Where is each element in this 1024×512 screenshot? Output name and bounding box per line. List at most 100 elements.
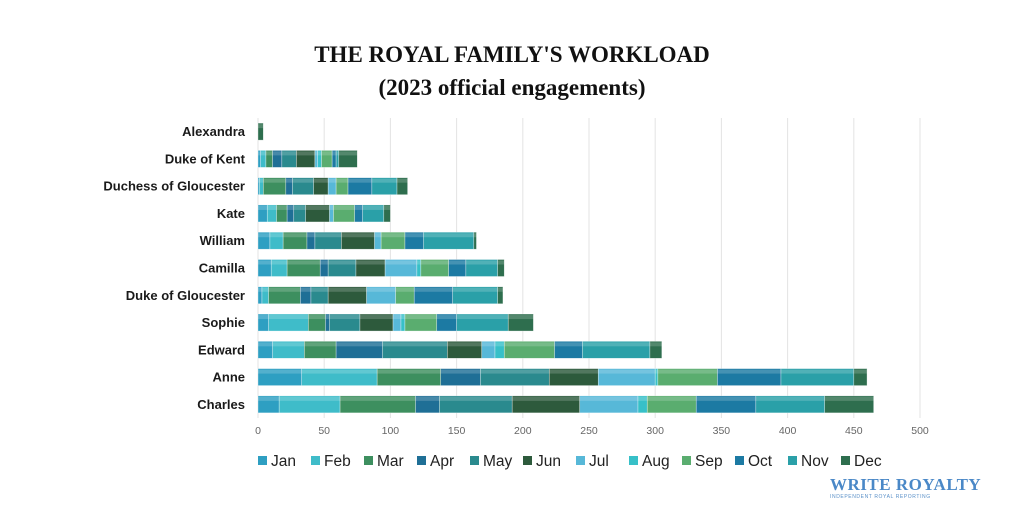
bar-segment-highlight <box>549 369 599 374</box>
bar-segment-highlight <box>285 178 293 183</box>
legend-label: Mar <box>377 453 404 470</box>
logo-tagline: INDEPENDENT ROYAL REPORTING <box>830 494 931 500</box>
legend-swatch <box>523 456 532 465</box>
bar-segment-highlight <box>448 260 466 265</box>
bar-segment-highlight <box>348 178 372 183</box>
x-tick-label: 200 <box>514 425 532 437</box>
bar-segment-highlight <box>400 315 405 320</box>
legend-swatch <box>417 456 426 465</box>
bar-segment-highlight <box>336 178 349 183</box>
bar-segment-highlight <box>258 260 272 265</box>
bar-segment <box>649 341 663 359</box>
bar-segment-highlight <box>780 369 854 374</box>
bar-segment-highlight <box>281 151 297 156</box>
bar-segment-highlight <box>258 178 260 183</box>
bar-segment-highlight <box>321 151 333 156</box>
bar-segment-highlight <box>258 369 302 374</box>
bar-segment-highlight <box>259 178 264 183</box>
bar-segment-highlight <box>381 233 405 238</box>
bar-segment-highlight <box>265 151 273 156</box>
bar-segment-highlight <box>258 124 264 129</box>
bar-segment-highlight <box>415 396 440 401</box>
bar-segment-highlight <box>308 315 326 320</box>
bar-segment-highlight <box>305 205 330 210</box>
bar-segment-highlight <box>354 205 363 210</box>
bar-segment-highlight <box>377 369 441 374</box>
bar-segment-highlight <box>504 342 555 347</box>
x-tick-label: 500 <box>911 425 929 437</box>
bar-segment-highlight <box>366 287 396 292</box>
bar-segment-highlight <box>317 151 322 156</box>
category-label: Duke of Gloucester <box>126 288 245 303</box>
bar-segment-highlight <box>258 151 261 156</box>
bar-segment-highlight <box>279 396 341 401</box>
bar-segment-highlight <box>423 233 474 238</box>
legend-label: Apr <box>430 453 454 470</box>
bar-segment-highlight <box>292 178 314 183</box>
bar-segment-highlight <box>755 396 825 401</box>
bar-segment-highlight <box>258 205 268 210</box>
bar-segment-highlight <box>328 287 367 292</box>
category-label: Camilla <box>199 261 246 276</box>
bar-segment-highlight <box>340 396 416 401</box>
bar-segment-highlight <box>283 233 307 238</box>
category-label: Anne <box>213 370 246 385</box>
bar-segment-highlight <box>494 342 505 347</box>
bar-segment-highlight <box>338 151 358 156</box>
bar-segment-highlight <box>313 178 329 183</box>
bar-segment-highlight <box>287 260 321 265</box>
x-tick-label: 350 <box>713 425 731 437</box>
bar-segment-highlight <box>332 151 337 156</box>
grid-lines <box>257 118 921 418</box>
legend-label: Sep <box>695 453 723 470</box>
bar-segment-highlight <box>341 233 375 238</box>
write-royalty-logo: WRITE ROYALTY INDEPENDENT ROYAL REPORTIN… <box>830 476 990 501</box>
bar-segment-highlight <box>383 205 391 210</box>
bar-segment-highlight <box>320 260 329 265</box>
bar-segment-highlight <box>310 287 329 292</box>
bar-segment-highlight <box>655 369 658 374</box>
category-labels: Alexandra Duke of Kent Duchess of Gloucest… <box>103 124 245 412</box>
bar-segment <box>396 177 408 195</box>
bar-segment-highlight <box>637 396 648 401</box>
bar-segment-highlight <box>393 315 401 320</box>
category-label: Edward <box>198 342 245 357</box>
bar-segment-highlight <box>404 233 424 238</box>
bar-segment-highlight <box>414 287 453 292</box>
chart-title: THE ROYAL FAMILY'S WORKLOAD <box>314 42 710 67</box>
x-tick-label: 450 <box>845 425 863 437</box>
bar-segment-highlight <box>301 369 378 374</box>
bar-segment-highlight <box>258 287 262 292</box>
x-tick-labels: 0 50 100 150 200 250 300 350 400 450 500 <box>255 425 929 437</box>
bar-segment-highlight <box>717 369 781 374</box>
legend-label: Dec <box>854 453 882 470</box>
legend-label: Jun <box>536 453 561 470</box>
logo-name: WRITE ROYALTY <box>830 475 982 494</box>
bar-segment-highlight <box>272 151 282 156</box>
category-label: Alexandra <box>182 124 246 139</box>
legend-swatch <box>788 456 797 465</box>
bar-segment-highlight <box>452 287 498 292</box>
legend-swatch <box>576 456 585 465</box>
bar-segment-highlight <box>258 315 269 320</box>
bar-segment-highlight <box>598 369 656 374</box>
bar-segment-highlight <box>465 260 498 265</box>
bar-segment <box>507 313 534 332</box>
bar-segment-highlight <box>268 287 301 292</box>
bars <box>257 122 874 414</box>
bar-segment-highlight <box>258 342 273 347</box>
legend-swatch <box>629 456 638 465</box>
bar-segment-highlight <box>258 233 270 238</box>
category-label: William <box>200 233 245 248</box>
bar-segment-highlight <box>481 342 495 347</box>
x-tick-label: 100 <box>382 425 400 437</box>
bar-segment-highlight <box>269 233 284 238</box>
bar-segment-highlight <box>420 260 449 265</box>
bar-segment <box>473 231 477 250</box>
x-tick-label: 0 <box>255 425 261 437</box>
bar-segment-highlight <box>300 287 311 292</box>
bar-segment-highlight <box>447 342 482 347</box>
legend-label: Feb <box>324 453 351 470</box>
legend-label: May <box>483 453 513 470</box>
